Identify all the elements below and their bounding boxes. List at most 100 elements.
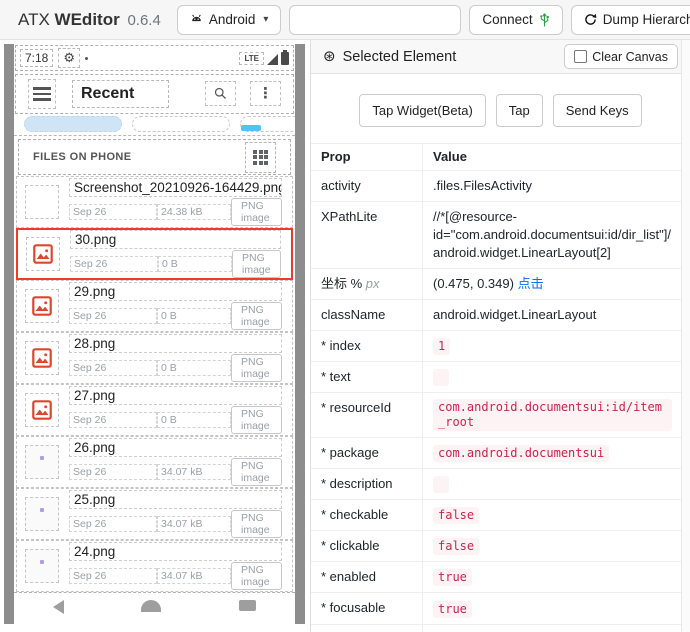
section-title: FILES ON PHONE	[33, 151, 132, 164]
refresh-icon	[584, 13, 597, 26]
file-row[interactable]: 24.png Sep 26 34.07 kB PNG image	[16, 540, 293, 593]
prop-value-cell: false	[423, 531, 682, 561]
file-size: 0 B	[157, 412, 231, 429]
inspector-header: ⊛ Selected Element Clear Canvas	[311, 40, 690, 74]
search-icon[interactable]	[205, 81, 236, 107]
brand-prefix: ATX	[18, 9, 50, 29]
file-row[interactable]: 25.png Sep 26 34.07 kB PNG image	[16, 488, 293, 541]
send-keys-button[interactable]: Send Keys	[552, 94, 642, 127]
prop-row: * package com.android.documentsui	[311, 438, 682, 470]
files-section-header: FILES ON PHONE	[18, 139, 291, 176]
file-row[interactable]: 27.png Sep 26 0 B PNG image	[16, 384, 293, 437]
device-serial-input[interactable]	[289, 4, 462, 35]
recents-icon[interactable]	[239, 600, 257, 612]
file-size: 0 B	[158, 256, 232, 273]
menu-icon[interactable]	[28, 79, 56, 109]
file-type-badge: PNG image	[231, 406, 282, 435]
phone-nav-bar	[14, 592, 295, 624]
prop-value-cell	[423, 362, 682, 392]
prop-value-cell: true	[423, 593, 682, 623]
prop-table-body: activity .files.FilesActivity XPathLite//*…	[311, 171, 682, 632]
tap-button[interactable]: Tap	[495, 94, 543, 127]
file-type-badge: PNG image	[231, 510, 282, 539]
phone-status-bar: 7:18 ⚙ LTE	[15, 45, 294, 72]
phone-right-bezel	[295, 44, 305, 624]
file-date: Sep 26	[70, 256, 158, 273]
inspector-actions: Tap Widget(Beta) Tap Send Keys	[321, 94, 680, 127]
clear-canvas-label: Clear Canvas	[592, 49, 668, 64]
empty-icon-box	[25, 185, 59, 220]
image-file-icon	[25, 289, 59, 324]
filter-chip-active[interactable]	[24, 115, 122, 133]
prop-value-code: com.android.documentsui	[433, 445, 610, 463]
file-name: 24.png	[69, 542, 282, 562]
prop-column-header: Prop	[311, 144, 423, 170]
prop-value-cell: com.android.documentsui	[423, 438, 682, 468]
tap-widget-button[interactable]: Tap Widget(Beta)	[359, 94, 486, 127]
value-column-header: Value	[433, 149, 467, 164]
back-icon[interactable]	[52, 600, 64, 615]
file-type-badge: PNG image	[231, 562, 282, 591]
file-name: 25.png	[69, 490, 282, 510]
file-row[interactable]: 29.png Sep 26 0 B PNG image	[16, 280, 293, 333]
phone-app-bar: Recent ⋮	[15, 74, 294, 114]
prop-value: .files.FilesActivity	[433, 178, 532, 193]
prop-name: * description	[311, 469, 423, 500]
prop-row: * index 1	[311, 331, 682, 363]
prop-value-code	[433, 476, 449, 494]
more-options-icon[interactable]: ⋮	[250, 81, 281, 107]
prop-name: * clickable	[311, 531, 423, 562]
connect-button[interactable]: Connect	[469, 4, 563, 35]
platform-label: Android	[208, 12, 256, 27]
prop-value-code: false	[433, 507, 480, 525]
prop-name: * focusable	[311, 593, 423, 624]
prop-row: XPathLite//*[@resource-id="com.android.d…	[311, 202, 682, 269]
prop-name: * resourceId	[311, 393, 423, 438]
phone-screen[interactable]: 7:18 ⚙ LTE Recent	[14, 44, 295, 624]
file-row[interactable]: Screenshot_20210926-164429.png Sep 26 24.3…	[16, 176, 293, 229]
prop-row: * focusedfalse	[311, 624, 682, 632]
home-icon[interactable]	[141, 600, 162, 613]
device-mirror-panel: 7:18 ⚙ LTE Recent	[0, 40, 310, 632]
prop-value-cell: false	[423, 500, 682, 530]
prop-name: activity	[311, 171, 423, 201]
file-name: 27.png	[69, 386, 282, 406]
platform-dropdown[interactable]: Android ▾	[176, 4, 282, 35]
thumbnail-placeholder-icon	[25, 445, 59, 480]
dump-hierarchy-button[interactable]: Dump Hierarchy	[570, 4, 690, 35]
prop-value-cell: com.android.documentsui:id/item_root	[423, 393, 682, 437]
phone-left-bezel	[4, 44, 14, 624]
prop-row: 坐标 % px (0.475, 0.349) 点击	[311, 269, 682, 300]
file-date: Sep 26	[69, 516, 157, 533]
vertical-scrollbar[interactable]	[681, 40, 690, 632]
prop-name: XPathLite	[311, 202, 423, 268]
file-row-selected[interactable]: 30.png Sep 26 0 B PNG image	[16, 228, 293, 281]
prop-row: * focusable true	[311, 593, 682, 625]
chevron-down-icon: ▾	[263, 14, 269, 25]
prop-name: * enabled	[311, 562, 423, 593]
file-info: 25.png Sep 26 34.07 kB PNG image	[69, 490, 282, 539]
file-meta: Sep 26 24.38 kB PNG image	[69, 198, 282, 227]
prop-value-cell	[423, 469, 682, 499]
prop-name: * text	[311, 362, 423, 393]
file-meta: Sep 26 0 B PNG image	[70, 250, 281, 279]
file-size: 34.07 kB	[157, 516, 231, 533]
prop-value-cell: .files.FilesActivity	[423, 171, 682, 201]
clear-canvas-button[interactable]: Clear Canvas	[564, 44, 678, 69]
prop-value-code: true	[433, 569, 472, 587]
file-type-badge: PNG image	[231, 354, 282, 383]
file-date: Sep 26	[69, 204, 157, 221]
tap-coordinate-link[interactable]: 点击	[517, 276, 544, 291]
device-screenshot[interactable]: 7:18 ⚙ LTE Recent	[4, 44, 305, 624]
prop-table: Prop Value activity .files.FilesActivity X…	[311, 143, 682, 632]
prop-name: 坐标 % px	[311, 269, 423, 299]
prop-unit-label: px	[365, 276, 380, 291]
filter-chip[interactable]	[132, 115, 230, 133]
file-row[interactable]: 26.png Sep 26 34.07 kB PNG image	[16, 436, 293, 489]
prop-name: * focused	[311, 624, 423, 632]
prop-value: //*[@resource-id="com.android.documentsu…	[433, 209, 671, 260]
prop-name: * checkable	[311, 500, 423, 531]
grid-view-icon[interactable]	[245, 141, 276, 173]
file-row[interactable]: 28.png Sep 26 0 B PNG image	[16, 332, 293, 385]
